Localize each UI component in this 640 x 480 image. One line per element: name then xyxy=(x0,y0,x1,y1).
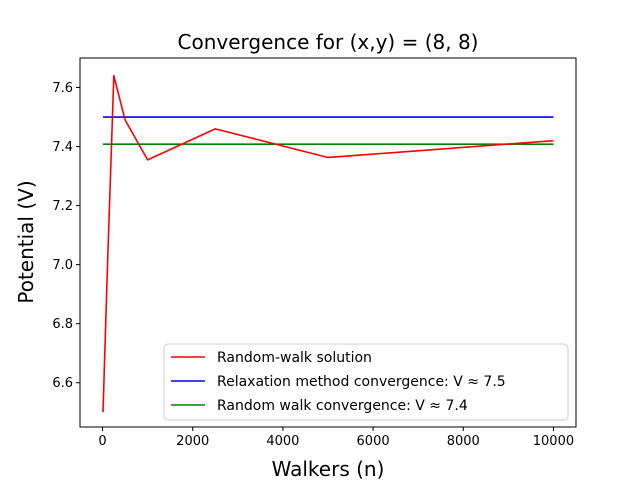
y-tick-label: 7.0 xyxy=(52,258,73,273)
x-tick-label: 4000 xyxy=(266,434,299,449)
x-tick-label: 0 xyxy=(98,434,106,449)
x-tick-label: 2000 xyxy=(176,434,209,449)
y-axis-label: Potential (V) xyxy=(14,180,38,303)
chart-title: Convergence for (x,y) = (8, 8) xyxy=(178,30,479,54)
legend: Random-walk solution Relaxation method co… xyxy=(163,343,569,421)
series-line-0 xyxy=(102,74,554,413)
y-tick-label: 7.2 xyxy=(52,199,73,214)
legend-label: Relaxation method convergence: V ≈ 7.5 xyxy=(217,374,506,390)
x-tick-label: 8000 xyxy=(447,434,480,449)
legend-frame xyxy=(163,343,569,421)
y-tick-label: 6.8 xyxy=(52,317,73,332)
y-tick-label: 7.6 xyxy=(52,81,73,96)
y-tick-label: 7.4 xyxy=(52,140,73,155)
x-tick-label: 6000 xyxy=(357,434,390,449)
x-axis-label: Walkers (n) xyxy=(272,457,385,480)
legend-label: Random-walk solution xyxy=(217,350,372,366)
legend-label: Random walk convergence: V ≈ 7.4 xyxy=(217,398,468,414)
ticks: 0 2000 4000 6000 8000 10000 6.6 6.8 7.0 7.2 7.4 7.6 xyxy=(52,81,574,449)
y-tick-label: 6.6 xyxy=(52,376,73,391)
plot-area xyxy=(102,74,554,413)
x-tick-label: 10000 xyxy=(533,434,574,449)
axes-frame xyxy=(79,57,577,428)
